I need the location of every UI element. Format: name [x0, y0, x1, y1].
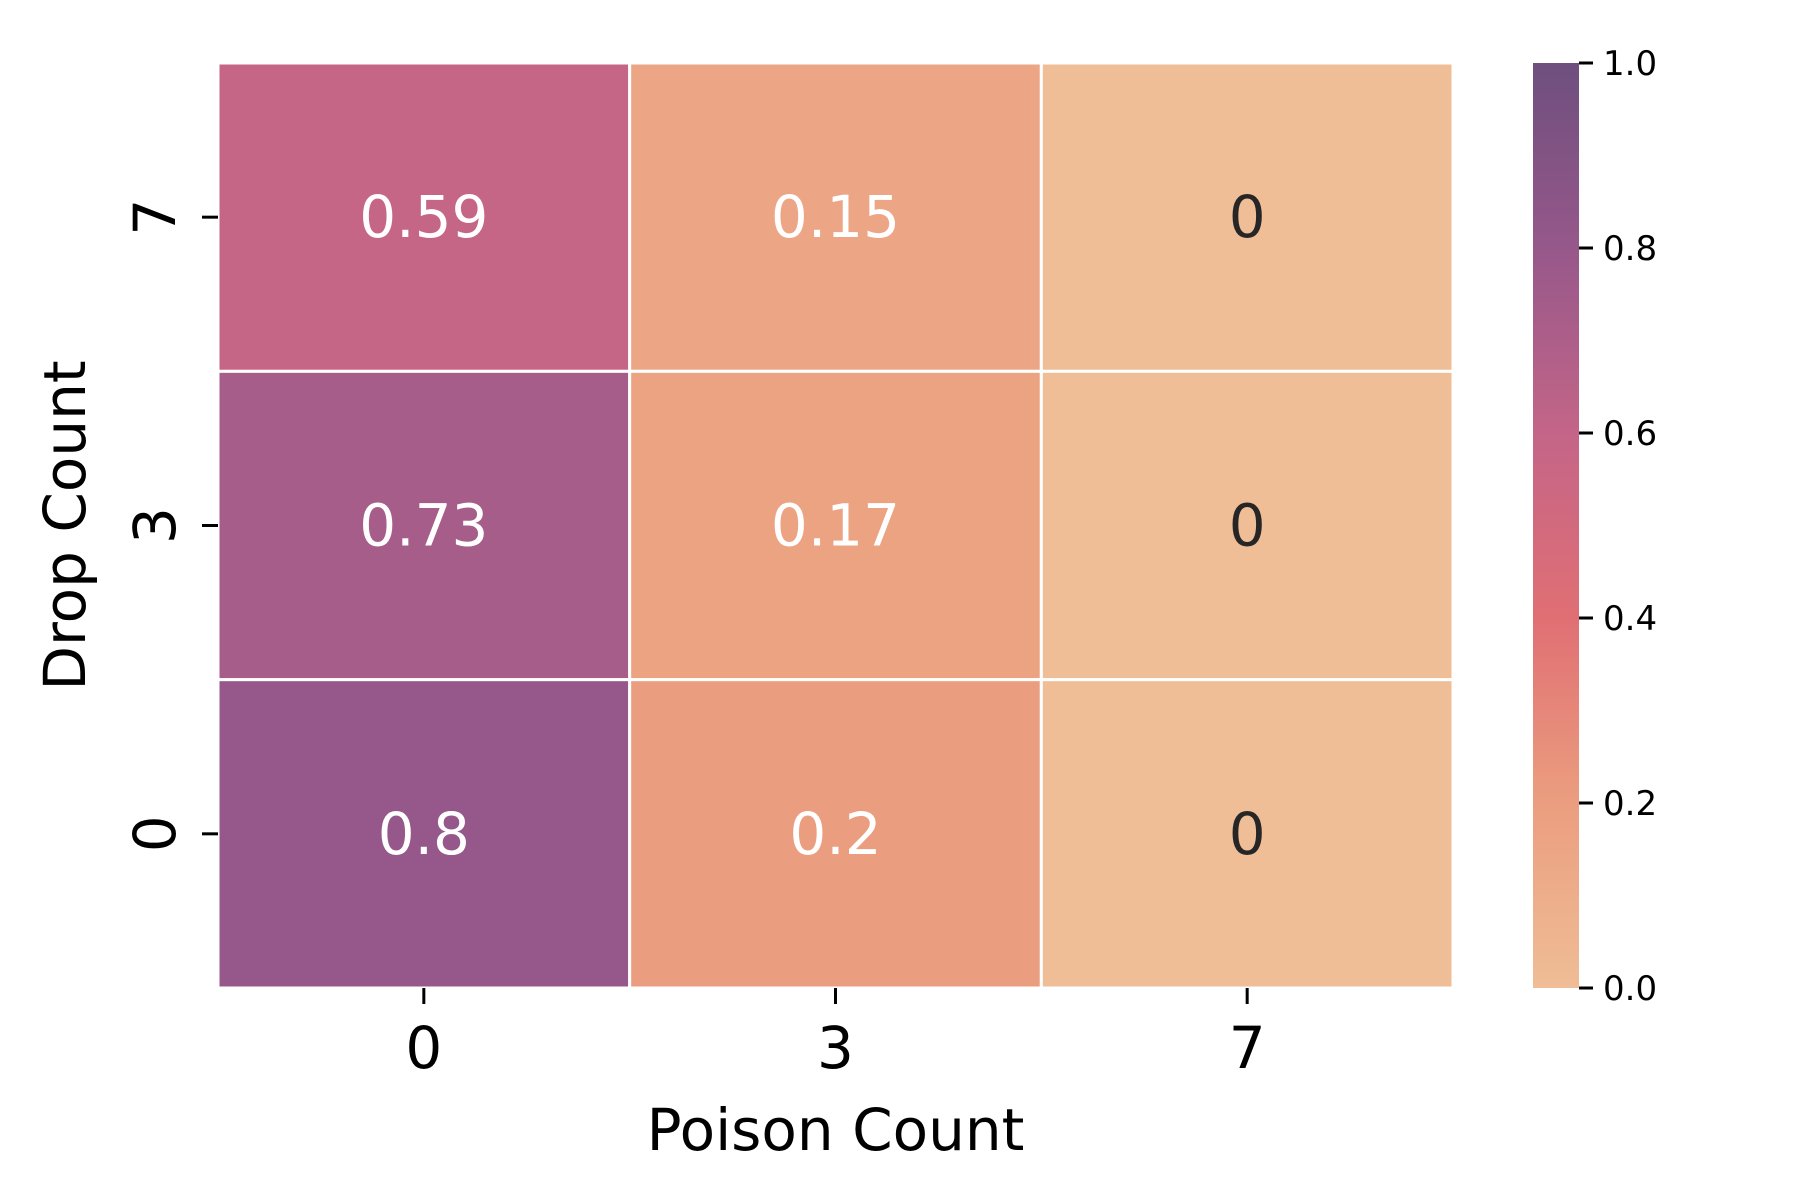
- colorbar: 0.0 0.2 0.4 0.6 0.8 1.0: [1533, 44, 1657, 1009]
- colorbar-gradient: [1533, 63, 1579, 988]
- cell-value-label: 0.2: [789, 800, 881, 868]
- cell-value-label: 0.17: [771, 492, 900, 560]
- colorbar-tick-label: 0.6: [1603, 414, 1657, 454]
- cell-value-label: 0: [1229, 183, 1266, 251]
- x-tick-label: 3: [817, 1014, 854, 1082]
- cell-value-label: 0.8: [378, 800, 470, 868]
- cell-value-label: 0: [1229, 492, 1266, 560]
- cell-value-label: 0.73: [359, 492, 488, 560]
- heatmap-cell: [216, 61, 632, 373]
- x-tick-label: 7: [1229, 1014, 1266, 1082]
- heatmap-cells: 0.59 0.15 0 0.73 0.17 0 0.8 0.2 0: [216, 61, 1455, 990]
- colorbar-tick-label: 0.4: [1603, 599, 1657, 639]
- y-tick-label: 3: [121, 507, 189, 544]
- y-axis-ticks: 7 3 0: [121, 199, 218, 852]
- x-axis-ticks: 0 3 7: [405, 988, 1266, 1082]
- heatmap-cell: [1039, 61, 1455, 373]
- colorbar-tick-label: 0.8: [1603, 229, 1657, 269]
- y-tick-label: 7: [121, 199, 189, 236]
- cell-value-label: 0.15: [771, 183, 900, 251]
- cell-value-label: 0.59: [359, 183, 488, 251]
- colorbar-tick-label: 1.0: [1603, 44, 1657, 84]
- y-tick-label: 0: [121, 815, 189, 852]
- heatmap-cell: [628, 678, 1043, 990]
- y-axis-label: Drop Count: [31, 360, 99, 690]
- colorbar-tick-label: 0.2: [1603, 784, 1657, 824]
- heatmap-cell: [628, 61, 1043, 373]
- heatmap-cell: [216, 369, 632, 682]
- heatmap-cell: [1039, 369, 1455, 682]
- x-axis-label: Poison Count: [647, 1096, 1025, 1164]
- cell-value-label: 0: [1229, 800, 1266, 868]
- heatmap-cell: [628, 369, 1043, 682]
- x-tick-label: 0: [405, 1014, 442, 1082]
- colorbar-tick-label: 0.0: [1603, 969, 1657, 1009]
